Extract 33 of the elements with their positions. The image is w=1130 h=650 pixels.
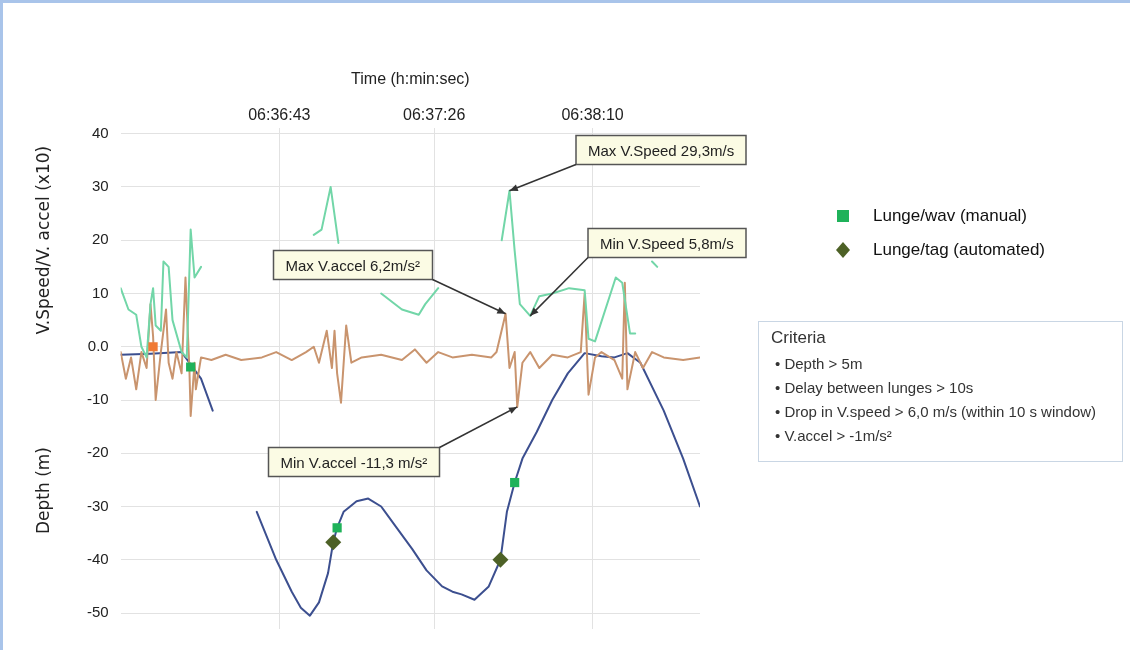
text: • V.accel > -1m/s² xyxy=(775,427,893,444)
x-tick-label: 06:38:10 xyxy=(561,106,624,124)
legend-label: Lunge/tag (automated) xyxy=(873,239,1046,259)
point xyxy=(332,523,342,533)
point xyxy=(510,477,520,488)
legend-label: Lunge/wav (manual) xyxy=(873,205,1028,225)
y-tick-label: 20 xyxy=(91,230,109,248)
annotation: Min V.accel -11,3 m/s² xyxy=(268,447,440,477)
y-tick-label: -30 xyxy=(86,496,109,514)
x-tick-label: 06:36:43 xyxy=(248,106,311,124)
y-tick-label: -20 xyxy=(86,443,109,461)
y-tick-label: -10 xyxy=(86,390,109,408)
text: Criteria xyxy=(771,328,827,348)
annotation: Max V.accel 6,2m/s² xyxy=(273,250,432,280)
text: • Drop in V.speed > 6,0 m/s (within 10 s window) xyxy=(775,403,1098,420)
x-tick-label: 06:37:26 xyxy=(403,106,466,124)
point xyxy=(492,551,509,568)
annotation: Min V.Speed 5,8m/s xyxy=(588,228,746,258)
annotation: Max V.Speed 29,3m/s xyxy=(576,135,747,165)
point xyxy=(186,362,196,372)
y-tick-label: -40 xyxy=(86,549,109,567)
y-tick-label: 40 xyxy=(91,123,109,141)
point xyxy=(325,534,342,551)
x-axis-title: Time (h:min:sec) xyxy=(351,70,470,88)
y-tick-label: -50 xyxy=(86,603,109,621)
text: • Depth > 5m xyxy=(775,355,864,372)
y2-axis-title: Depth (m) xyxy=(33,447,54,535)
y-tick-label: 30 xyxy=(91,177,109,195)
point xyxy=(148,342,158,352)
y-tick-label: 0.0 xyxy=(87,336,109,354)
y-tick-label: 10 xyxy=(91,283,109,301)
text: • Delay between lunges > 10s xyxy=(775,379,975,396)
y-axis-title: V.Speed/V. accel (x10) xyxy=(33,145,54,335)
